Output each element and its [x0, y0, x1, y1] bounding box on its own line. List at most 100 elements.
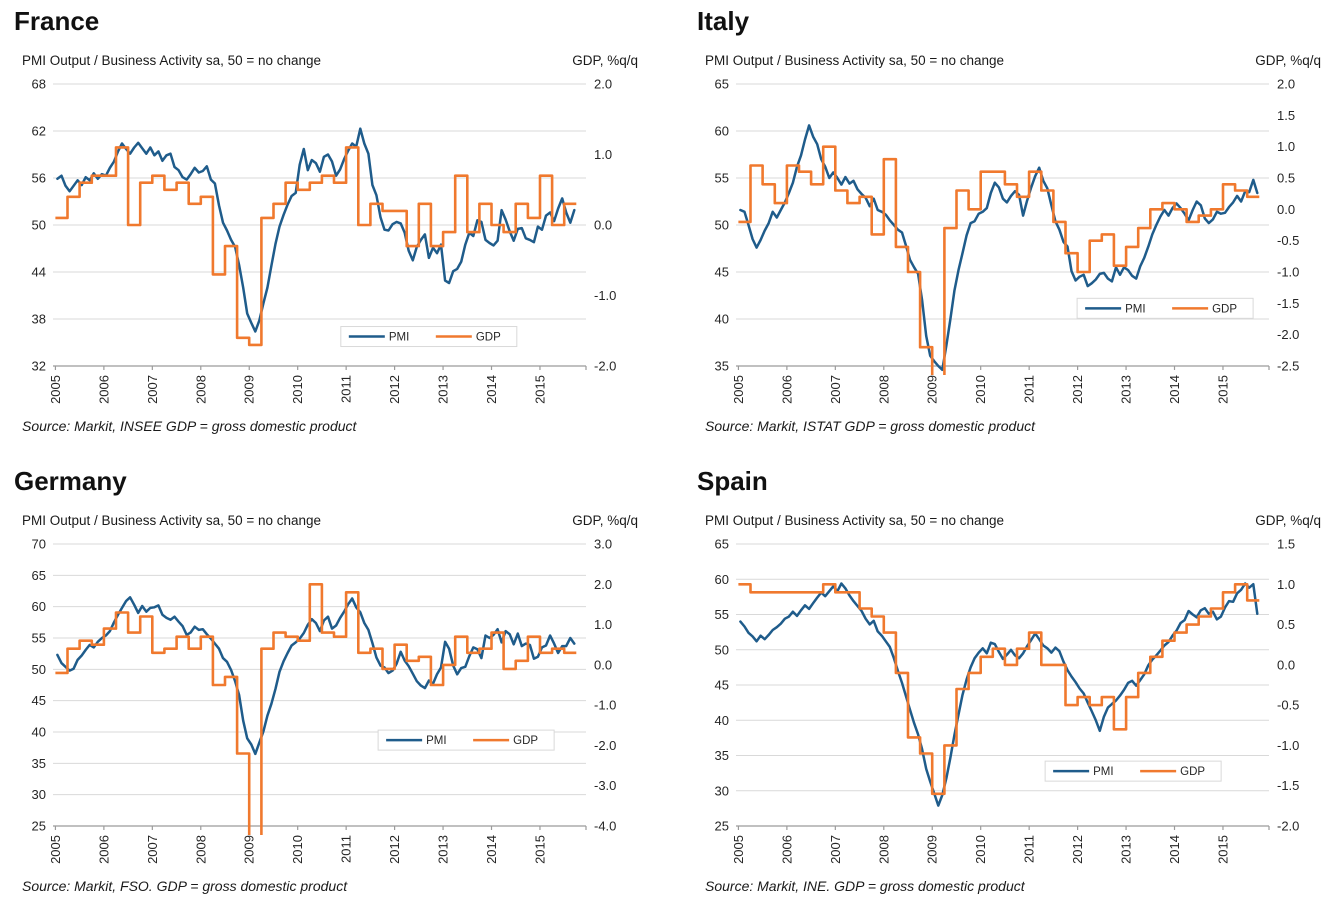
right-tick-label: 1.0 [1277, 139, 1295, 154]
legend-box [1044, 760, 1222, 782]
right-tick-label: 1.0 [594, 617, 612, 632]
chart-panel-italy: Italy PMI Output / Business Activity sa,… [691, 4, 1331, 434]
x-tick-label: 2005 [48, 835, 63, 864]
x-tick-label: 2011 [339, 375, 354, 403]
x-axis: 2005 2006 2007 2008 2009 2010 2011 2012 2013 2014… [48, 365, 587, 404]
left-tick-label: 60 [715, 124, 729, 139]
left-tick-label: 30 [32, 787, 46, 802]
right-tick-label: -1.5 [1277, 296, 1299, 311]
x-tick-label: 2015 [532, 835, 547, 864]
right-tick-label: -1.0 [1277, 265, 1299, 280]
chart-panel-france: France PMI Output / Business Activity sa… [8, 4, 648, 434]
right-tick-label: 0.5 [1277, 171, 1295, 186]
x-tick-label: 2013 [1119, 835, 1134, 864]
left-tick-label: 50 [715, 218, 729, 233]
axis-titles-row: PMI Output / Business Activity sa, 50 = … [705, 53, 1321, 68]
right-tick-label: 1.5 [1277, 537, 1295, 552]
right-tick-label: -0.5 [1277, 698, 1299, 713]
left-tick-label: 38 [32, 312, 46, 327]
right-tick-label: -2.5 [1277, 359, 1299, 374]
right-axis-labels: 3.0 2.0 1.0 0.0 -1.0 -2.0 -3.0 -4.0 [594, 537, 616, 834]
right-tick-label: -4.0 [594, 819, 616, 834]
x-tick-label: 2013 [1119, 375, 1134, 404]
chart-title-spain: Spain [697, 466, 768, 496]
left-axis-labels: 68 62 56 50 44 38 32 [32, 77, 46, 374]
legend-gdp-label: GDP [513, 735, 538, 747]
right-tick-label: 1.0 [1277, 577, 1295, 592]
x-tick-label: 2012 [387, 835, 402, 864]
legend-gdp-label: GDP [476, 332, 501, 344]
pmi-line [739, 124, 1259, 372]
right-tick-label: -2.0 [1277, 819, 1299, 834]
legend-gdp-label: GDP [1180, 766, 1205, 778]
pmi-line [56, 596, 576, 756]
legend-box [377, 729, 555, 751]
left-tick-label: 55 [715, 171, 729, 186]
right-tick-label: 0.0 [1277, 657, 1295, 672]
left-tick-label: 50 [32, 662, 46, 677]
gdp-line [738, 145, 1260, 375]
right-tick-label: -1.0 [594, 698, 616, 713]
left-tick-label: 40 [715, 713, 729, 728]
source-note-germany: Source: Markit, FSO. GDP = gross domesti… [22, 878, 348, 894]
pmi-line [56, 127, 576, 333]
x-tick-label: 2009 [242, 375, 257, 404]
right-tick-label: 0.5 [1277, 617, 1295, 632]
x-tick-label: 2011 [339, 835, 354, 863]
left-tick-label: 25 [715, 819, 729, 834]
right-tick-label: -3.0 [594, 778, 616, 793]
germany-chart-canvas: 70 65 60 55 50 45 40 35 30 25 3.0 2.0 1.0 0.0 -1.0 -2.0… [32, 537, 617, 864]
left-tick-label: 45 [715, 678, 729, 693]
right-tick-label: 0.0 [594, 657, 612, 672]
right-tick-label: -0.5 [1277, 233, 1299, 248]
left-axis-labels: 70 65 60 55 50 45 40 35 30 25 [32, 537, 46, 834]
spain-chart-canvas: 65 60 55 50 45 40 35 30 25 1.5 1.0 0.5 0.0 -0.5 -1.0 -1… [715, 537, 1300, 864]
italy-chart-canvas: 65 60 55 50 45 40 35 2.0 1.5 1.0 0.5 0.0 -0.5 -1.0 -1.… [715, 77, 1300, 404]
left-tick-label: 35 [715, 359, 729, 374]
x-tick-label: 2008 [876, 835, 891, 864]
x-tick-label: 2009 [242, 835, 257, 864]
x-axis: 2005 2006 2007 2008 2009 2010 2011 2012 2013 2014… [731, 365, 1270, 404]
right-axis-labels: 2.0 1.0 0.0 -1.0 -2.0 [594, 77, 616, 374]
left-tick-label: 60 [32, 599, 46, 614]
right-axis-title: GDP, %q/q [572, 513, 638, 528]
chart-title-italy: Italy [697, 6, 750, 36]
left-tick-label: 45 [715, 265, 729, 280]
x-tick-label: 2012 [1070, 375, 1085, 404]
left-tick-label: 60 [715, 572, 729, 587]
right-axis-labels: 1.5 1.0 0.5 0.0 -0.5 -1.0 -1.5 -2.0 [1277, 537, 1299, 834]
left-tick-label: 65 [715, 77, 729, 92]
legend-pmi-label: PMI [1125, 303, 1145, 315]
x-tick-label: 2008 [193, 375, 208, 404]
right-tick-label: -1.5 [1277, 778, 1299, 793]
x-tick-label: 2011 [1022, 835, 1037, 863]
left-tick-label: 55 [32, 631, 46, 646]
right-tick-label: 2.0 [594, 77, 612, 92]
x-axis: 2005 2006 2007 2008 2009 2010 2011 2012 2013 2014… [48, 825, 587, 864]
x-tick-label: 2015 [1215, 835, 1230, 864]
legend: PMI GDP [1076, 297, 1254, 319]
right-tick-label: -2.0 [594, 738, 616, 753]
right-tick-label: 2.0 [594, 577, 612, 592]
right-tick-label: -2.0 [1277, 327, 1299, 342]
chart-panel-germany: Germany PMI Output / Business Activity s… [8, 464, 648, 894]
x-tick-label: 2008 [193, 835, 208, 864]
x-tick-label: 2014 [484, 835, 499, 864]
left-tick-label: 62 [32, 124, 46, 139]
right-tick-label: -1.0 [594, 288, 616, 303]
left-tick-label: 44 [32, 265, 46, 280]
source-note-italy: Source: Markit, ISTAT GDP = gross domest… [705, 418, 1036, 434]
right-tick-label: 2.0 [1277, 77, 1295, 92]
x-tick-label: 2007 [145, 375, 160, 404]
source-note-spain: Source: Markit, INE. GDP = gross domesti… [705, 878, 1025, 894]
left-tick-label: 35 [715, 748, 729, 763]
x-tick-label: 2007 [145, 835, 160, 864]
left-tick-label: 32 [32, 359, 46, 374]
legend-box [340, 326, 518, 348]
gridlines [736, 83, 1269, 320]
right-tick-label: 0.0 [1277, 202, 1295, 217]
left-tick-label: 50 [32, 218, 46, 233]
x-tick-label: 2013 [436, 835, 451, 864]
left-tick-label: 55 [715, 607, 729, 622]
